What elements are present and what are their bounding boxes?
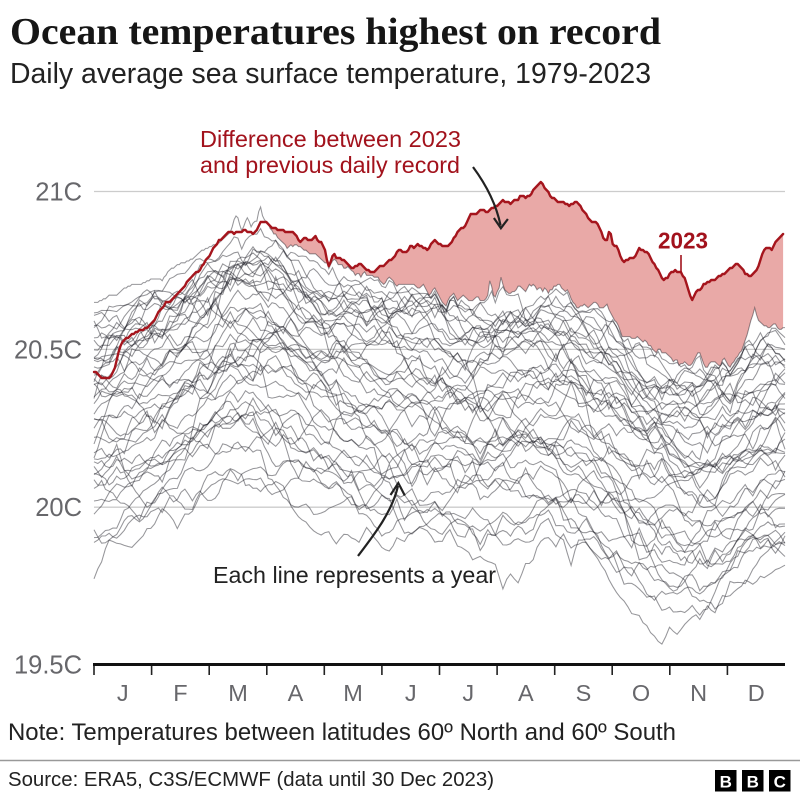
svg-text:J: J — [117, 680, 129, 706]
svg-text:J: J — [462, 680, 474, 706]
svg-text:Difference between 2023: Difference between 2023 — [200, 126, 461, 152]
svg-text:J: J — [405, 680, 417, 706]
svg-text:F: F — [173, 680, 187, 706]
svg-text:19.5C: 19.5C — [14, 652, 82, 680]
svg-text:D: D — [748, 680, 765, 706]
svg-text:A: A — [518, 680, 534, 706]
svg-text:A: A — [288, 680, 304, 706]
svg-text:Ocean temperatures highest on: Ocean temperatures highest on record — [10, 11, 661, 53]
svg-text:B: B — [720, 773, 732, 792]
svg-text:21C: 21C — [35, 179, 82, 207]
svg-text:20.5C: 20.5C — [14, 336, 82, 364]
svg-text:M: M — [343, 680, 363, 706]
svg-text:M: M — [228, 680, 248, 706]
svg-text:20C: 20C — [35, 494, 82, 522]
svg-text:2023: 2023 — [658, 228, 708, 254]
svg-text:B: B — [747, 773, 759, 792]
svg-text:Each line represents a year: Each line represents a year — [213, 562, 496, 588]
svg-text:C: C — [774, 773, 786, 792]
svg-text:Source: ERA5, C3S/ECMWF (data: Source: ERA5, C3S/ECMWF (data until 30 D… — [8, 769, 494, 791]
svg-text:O: O — [632, 680, 650, 706]
svg-text:N: N — [690, 680, 707, 706]
svg-text:S: S — [576, 680, 592, 706]
svg-text:Daily average sea surface temp: Daily average sea surface temperature, 1… — [10, 58, 651, 90]
svg-text:and previous daily record: and previous daily record — [200, 152, 460, 178]
svg-text:Note: Temperatures between lat: Note: Temperatures between latitudes 60º… — [8, 719, 676, 746]
